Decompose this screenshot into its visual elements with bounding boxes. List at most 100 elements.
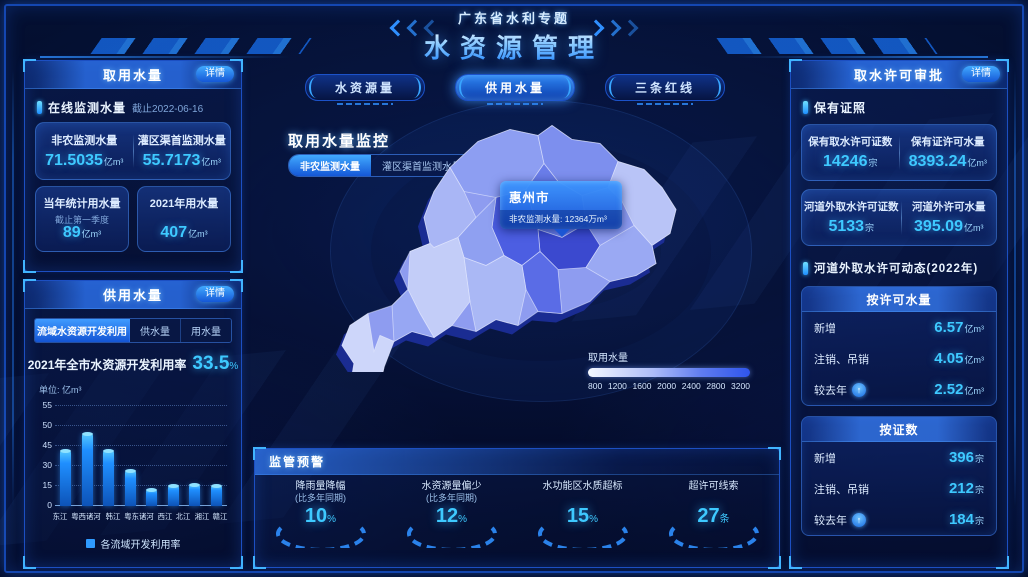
bar-粤西诸河 <box>81 432 93 506</box>
header-wing-left <box>90 38 312 54</box>
scale-tick: 2400 <box>681 381 701 391</box>
scale-ticks: 800 1200 1600 2000 2400 2800 3200 <box>588 381 750 391</box>
tab-three-red-lines[interactable]: 三条红线 <box>605 74 725 105</box>
warning-unit: 条 <box>719 514 730 525</box>
tab-supply-usage[interactable]: 供用水量 <box>455 74 575 105</box>
stat-label: 非农监测水量 <box>51 135 118 147</box>
scale-gradient-bar <box>588 368 750 377</box>
section-held-licenses: 保有证照 <box>803 99 997 116</box>
sub-panel-title: 按许可水量 <box>802 287 996 312</box>
chevrons-right-icon <box>587 19 639 37</box>
panel-water-supply: 供用水量 详情 流域水资源开发利用 供水量 用水量 2021年全市水资源开发利用… <box>23 279 243 569</box>
stat-label: 河道外许可水量 <box>912 201 986 213</box>
stat-held-count: 保有取水许可证数 14246宗 <box>802 125 899 180</box>
detail-button[interactable]: 详情 <box>196 66 234 82</box>
map-tooltip: 惠州市 非农监测水量: 12364万m³ <box>500 181 622 237</box>
out-of-river-card: 河道外取水许可证数 5133宗 河道外许可水量 395.09亿m³ <box>801 189 997 246</box>
row-value: 6.57 <box>934 318 964 336</box>
warning-unit: % <box>327 514 337 525</box>
row-vs-last-year: 较去年 ↑ 184宗 <box>802 504 996 535</box>
tab-label: 供用水量 <box>484 81 545 95</box>
bar-粤东诸河 <box>124 469 136 506</box>
warning-label: 降雨量降幅 <box>295 481 346 492</box>
scale-tick: 2800 <box>706 381 726 391</box>
scale-tick: 800 <box>588 381 603 391</box>
warning-water-quality: 水功能区水质超标 15% <box>517 481 648 548</box>
map-legend-nonfarm[interactable]: 非农监测水量 <box>289 155 371 176</box>
bullet-icon <box>37 101 42 114</box>
bar-东江 <box>60 449 72 506</box>
section-title: 在线监测水量 <box>48 101 127 115</box>
gridline <box>55 485 227 486</box>
warning-value: 27 <box>697 505 720 527</box>
header-subtitle: 广东省水利专题 <box>457 11 570 26</box>
stat-value: 55.7173 <box>142 152 201 169</box>
rate-value: 33.5 <box>192 353 230 374</box>
legend-swatch <box>85 539 95 548</box>
tooltip-label: 非农监测水量: <box>509 214 563 224</box>
stat-held-volume: 保有证许可水量 8393.24亿m³ <box>900 125 997 180</box>
tab-water-resources[interactable]: 水资源量 <box>305 74 425 105</box>
usage-cards: 当年统计用水量 截止第一季度 89亿m³ 2021年用水量 407亿m³ <box>35 186 231 252</box>
row-value: 4.05 <box>934 349 964 367</box>
x-axis-label: 粤西诸河 <box>71 512 102 521</box>
card-2021-usage: 2021年用水量 407亿m³ <box>137 186 231 252</box>
basin-bar-chart: 0 15 30 45 50 55 东江 粤西诸河 韩江 粤东诸河 西江 北江 湘江 赣江 <box>39 398 229 530</box>
right-edge-decor <box>1014 70 1016 507</box>
warning-value: 10 <box>304 505 328 527</box>
card-value: 89 <box>62 224 81 241</box>
row-cancelled: 注销、吊销 4.05亿m³ <box>802 343 996 374</box>
divider <box>900 200 902 235</box>
supply-tabs: 流域水资源开发利用 供水量 用水量 <box>34 318 232 343</box>
panel-supervision-warning: 监管预警 降雨量降幅 (比多年同期) 10% 水资源量偏少 (比多年同期) 12… <box>253 447 781 569</box>
tooltip-value-line: 非农监测水量: 12364万m³ <box>500 210 622 229</box>
y-tick-label: 15 <box>42 480 52 490</box>
stat-value: 395.09 <box>914 218 963 235</box>
tab-basin-development[interactable]: 流域水资源开发利用 <box>35 319 130 342</box>
warning-rainfall: 降雨量降幅 (比多年同期) 10% <box>255 481 386 548</box>
tooltip-value: 12364万m³ <box>564 214 607 224</box>
tab-usage-volume[interactable]: 用水量 <box>181 319 231 342</box>
section-permit-dynamics: 河道外取水许可动态(2022年) <box>803 260 997 276</box>
warning-label: 水功能区水质超标 <box>542 481 623 492</box>
y-tick-label: 50 <box>42 420 52 430</box>
left-edge-decor <box>12 70 14 507</box>
section-online-monitoring: 在线监测水量 截止2022-06-16 <box>37 99 231 116</box>
row-label: 较去年 <box>814 514 847 527</box>
section-title: 保有证照 <box>814 101 867 115</box>
row-label: 注销、吊销 <box>814 483 869 496</box>
gridline <box>55 405 227 406</box>
detail-button[interactable]: 详情 <box>962 66 1000 82</box>
row-cancelled: 注销、吊销 212宗 <box>802 473 996 504</box>
warning-items: 降雨量降幅 (比多年同期) 10% 水资源量偏少 (比多年同期) 12% 水功能… <box>255 481 779 548</box>
card-label: 2021年用水量 <box>149 198 219 210</box>
warning-sublabel: (比多年同期) <box>426 493 477 503</box>
detail-button[interactable]: 详情 <box>196 286 234 302</box>
divider <box>132 134 134 168</box>
warning-over-permit: 超许可线索 27条 <box>648 481 779 548</box>
bullet-icon <box>803 261 808 275</box>
stat-unit: 亿m³ <box>963 223 984 233</box>
row-new: 新增 396宗 <box>802 442 996 473</box>
bar-湘江 <box>189 482 201 506</box>
row-unit: 亿m³ <box>964 385 985 396</box>
card-current-year-usage: 当年统计用水量 截止第一季度 89亿m³ <box>35 186 129 252</box>
card-label: 当年统计用水量 <box>43 198 121 210</box>
stat-river-count: 河道外取水许可证数 5133宗 <box>802 190 901 245</box>
card-value: 407 <box>160 224 188 241</box>
row-value: 2.52 <box>934 380 964 398</box>
row-value: 396 <box>948 448 974 466</box>
stat-value: 71.5035 <box>45 152 103 169</box>
warning-label: 超许可线索 <box>688 481 739 492</box>
gridline <box>55 445 227 446</box>
x-axis-label: 湘江 <box>194 512 209 521</box>
panel-header: 取水许可审批 详情 <box>791 61 1007 89</box>
tab-supply-volume[interactable]: 供水量 <box>130 319 181 342</box>
guangdong-map[interactable] <box>300 104 770 411</box>
rate-unit: % <box>229 361 239 372</box>
by-count-panel: 按证数 新增 396宗 注销、吊销 212宗 较去年 ↑ 184宗 <box>801 416 997 536</box>
row-label: 新增 <box>814 452 836 465</box>
map-legend-irrigation[interactable]: 灌区渠首监测水量 <box>382 162 462 173</box>
tab-label: 三条红线 <box>634 81 695 95</box>
row-unit: 宗 <box>974 515 984 526</box>
